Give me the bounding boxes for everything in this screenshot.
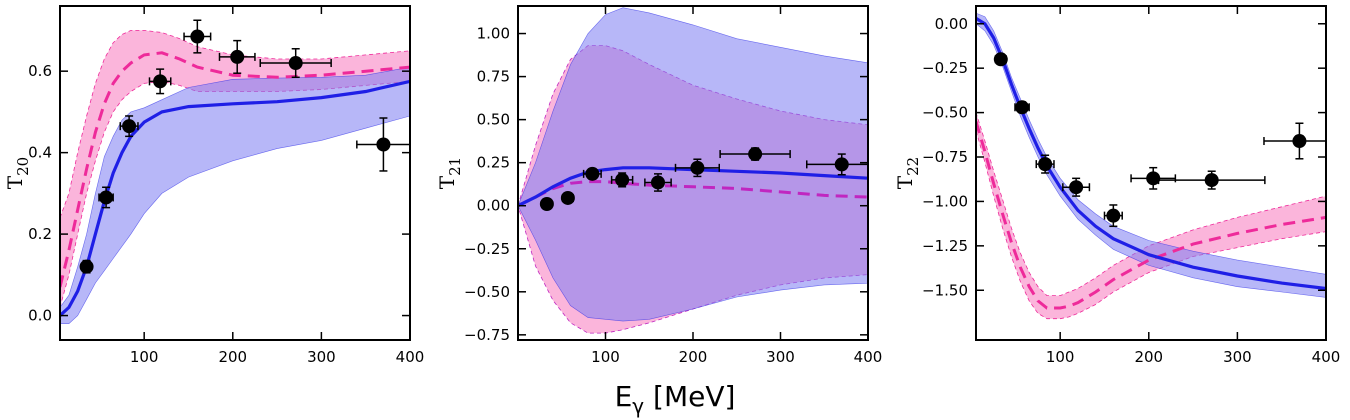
data-point <box>1014 100 1030 115</box>
y-tick-label: −0.25 <box>922 59 968 77</box>
data-point <box>674 158 720 178</box>
data-point <box>1103 204 1123 228</box>
y-tick-label: 0.0 <box>28 307 52 325</box>
data-point <box>259 48 332 79</box>
plot-area <box>976 12 1326 320</box>
y-tick-label: −0.50 <box>922 104 968 122</box>
y-tick-label: 0.50 <box>477 111 510 129</box>
panel-t22: 100 200 300 400 −1.50 −1.25 −1.00 −0.75 −0.50 −0.… <box>893 5 1341 366</box>
data-point <box>610 172 634 188</box>
y-axis-label: T22 <box>893 157 922 189</box>
x-tick-label: 400 <box>396 348 425 366</box>
axes-frame <box>59 5 411 341</box>
y-tick-label: 0.6 <box>28 62 52 80</box>
x-tick-label: 300 <box>766 348 795 366</box>
y-tick-label: 0.00 <box>935 15 968 33</box>
data-marker <box>993 52 1008 67</box>
data-point <box>539 196 554 211</box>
data-marker <box>1069 180 1084 195</box>
data-point <box>1263 122 1326 160</box>
data-point <box>119 115 139 138</box>
x-tick-label: 100 <box>591 348 620 366</box>
data-marker <box>834 157 849 172</box>
data-marker <box>122 119 137 134</box>
data-marker <box>651 175 665 190</box>
x-tick-label: 100 <box>1046 348 1075 366</box>
data-point <box>806 153 868 176</box>
x-tick-label: 300 <box>1223 348 1252 366</box>
y-tick-label: 0.4 <box>28 144 52 162</box>
y-tick-label: 0.00 <box>477 197 510 215</box>
x-tick-label: 400 <box>854 348 883 366</box>
shared-x-axis-label: Eγ [MeV] <box>615 380 736 418</box>
data-marker <box>99 190 114 205</box>
y-tick-label: −1.00 <box>922 192 968 210</box>
data-point <box>993 52 1008 67</box>
data-marker <box>615 172 630 187</box>
data-marker <box>560 190 575 205</box>
data-point <box>719 147 791 162</box>
panel-t21: 100 200 300 400 −0.75 −0.50 −0.25 0.00 0.25 0.50 0… <box>435 5 883 366</box>
data-point <box>98 186 114 209</box>
x-tick-label: 300 <box>307 348 336 366</box>
y-tick-label: −0.50 <box>464 283 510 301</box>
data-marker <box>376 137 391 152</box>
data-marker <box>539 196 554 211</box>
plot-area <box>518 7 868 334</box>
data-marker <box>153 74 168 89</box>
axes-frame <box>975 5 1327 341</box>
data-marker <box>690 160 705 175</box>
data-point <box>218 39 256 74</box>
data-point <box>1157 170 1266 190</box>
pink-dashed-curve <box>976 121 1326 310</box>
y-tick-label: −0.25 <box>464 240 510 258</box>
plot-area <box>60 19 410 324</box>
data-marker <box>1292 134 1307 149</box>
y-tick-label: 0.2 <box>28 225 52 243</box>
data-point <box>79 259 94 274</box>
x-tick-label: 400 <box>1312 348 1341 366</box>
pink-uncertainty-band <box>976 112 1326 320</box>
data-point <box>560 190 575 205</box>
y-tick-label: −0.75 <box>464 326 510 344</box>
y-axis-label: T20 <box>3 157 32 189</box>
data-marker <box>1204 173 1219 188</box>
blue-solid-curve <box>518 166 868 208</box>
y-tick-label: 0.75 <box>477 68 510 86</box>
panel-t20: 100 200 300 400 0.0 0.2 0.4 0.6 T20 <box>3 5 425 366</box>
pink-dashed-curve <box>60 51 410 288</box>
data-marker <box>1106 208 1121 223</box>
y-tick-label: 1.00 <box>477 25 510 43</box>
data-marker <box>1038 157 1053 172</box>
data-marker <box>585 166 600 181</box>
data-marker <box>1015 100 1030 115</box>
x-tick-label: 200 <box>218 348 247 366</box>
data-marker <box>748 147 763 162</box>
data-point <box>148 68 172 95</box>
data-marker <box>190 29 205 44</box>
y-tick-label: −0.75 <box>922 148 968 166</box>
data-point <box>1062 177 1091 197</box>
data-point <box>644 173 672 192</box>
data-point <box>356 117 410 172</box>
data-marker <box>288 56 303 71</box>
x-tick-label: 200 <box>679 348 708 366</box>
data-point <box>1035 154 1055 174</box>
blue-uncertainty-band <box>60 66 410 324</box>
data-marker <box>79 259 94 274</box>
data-point <box>1130 166 1177 190</box>
data-marker <box>230 49 245 64</box>
y-tick-label: 0.25 <box>477 154 510 172</box>
x-tick-label: 200 <box>1134 348 1163 366</box>
y-tick-label: −1.25 <box>922 237 968 255</box>
x-tick-label: 100 <box>130 348 159 366</box>
data-point <box>582 166 602 181</box>
data-marker <box>1146 171 1161 186</box>
y-axis-label: T21 <box>435 157 464 189</box>
y-tick-label: −1.50 <box>922 281 968 299</box>
data-point <box>183 19 212 54</box>
